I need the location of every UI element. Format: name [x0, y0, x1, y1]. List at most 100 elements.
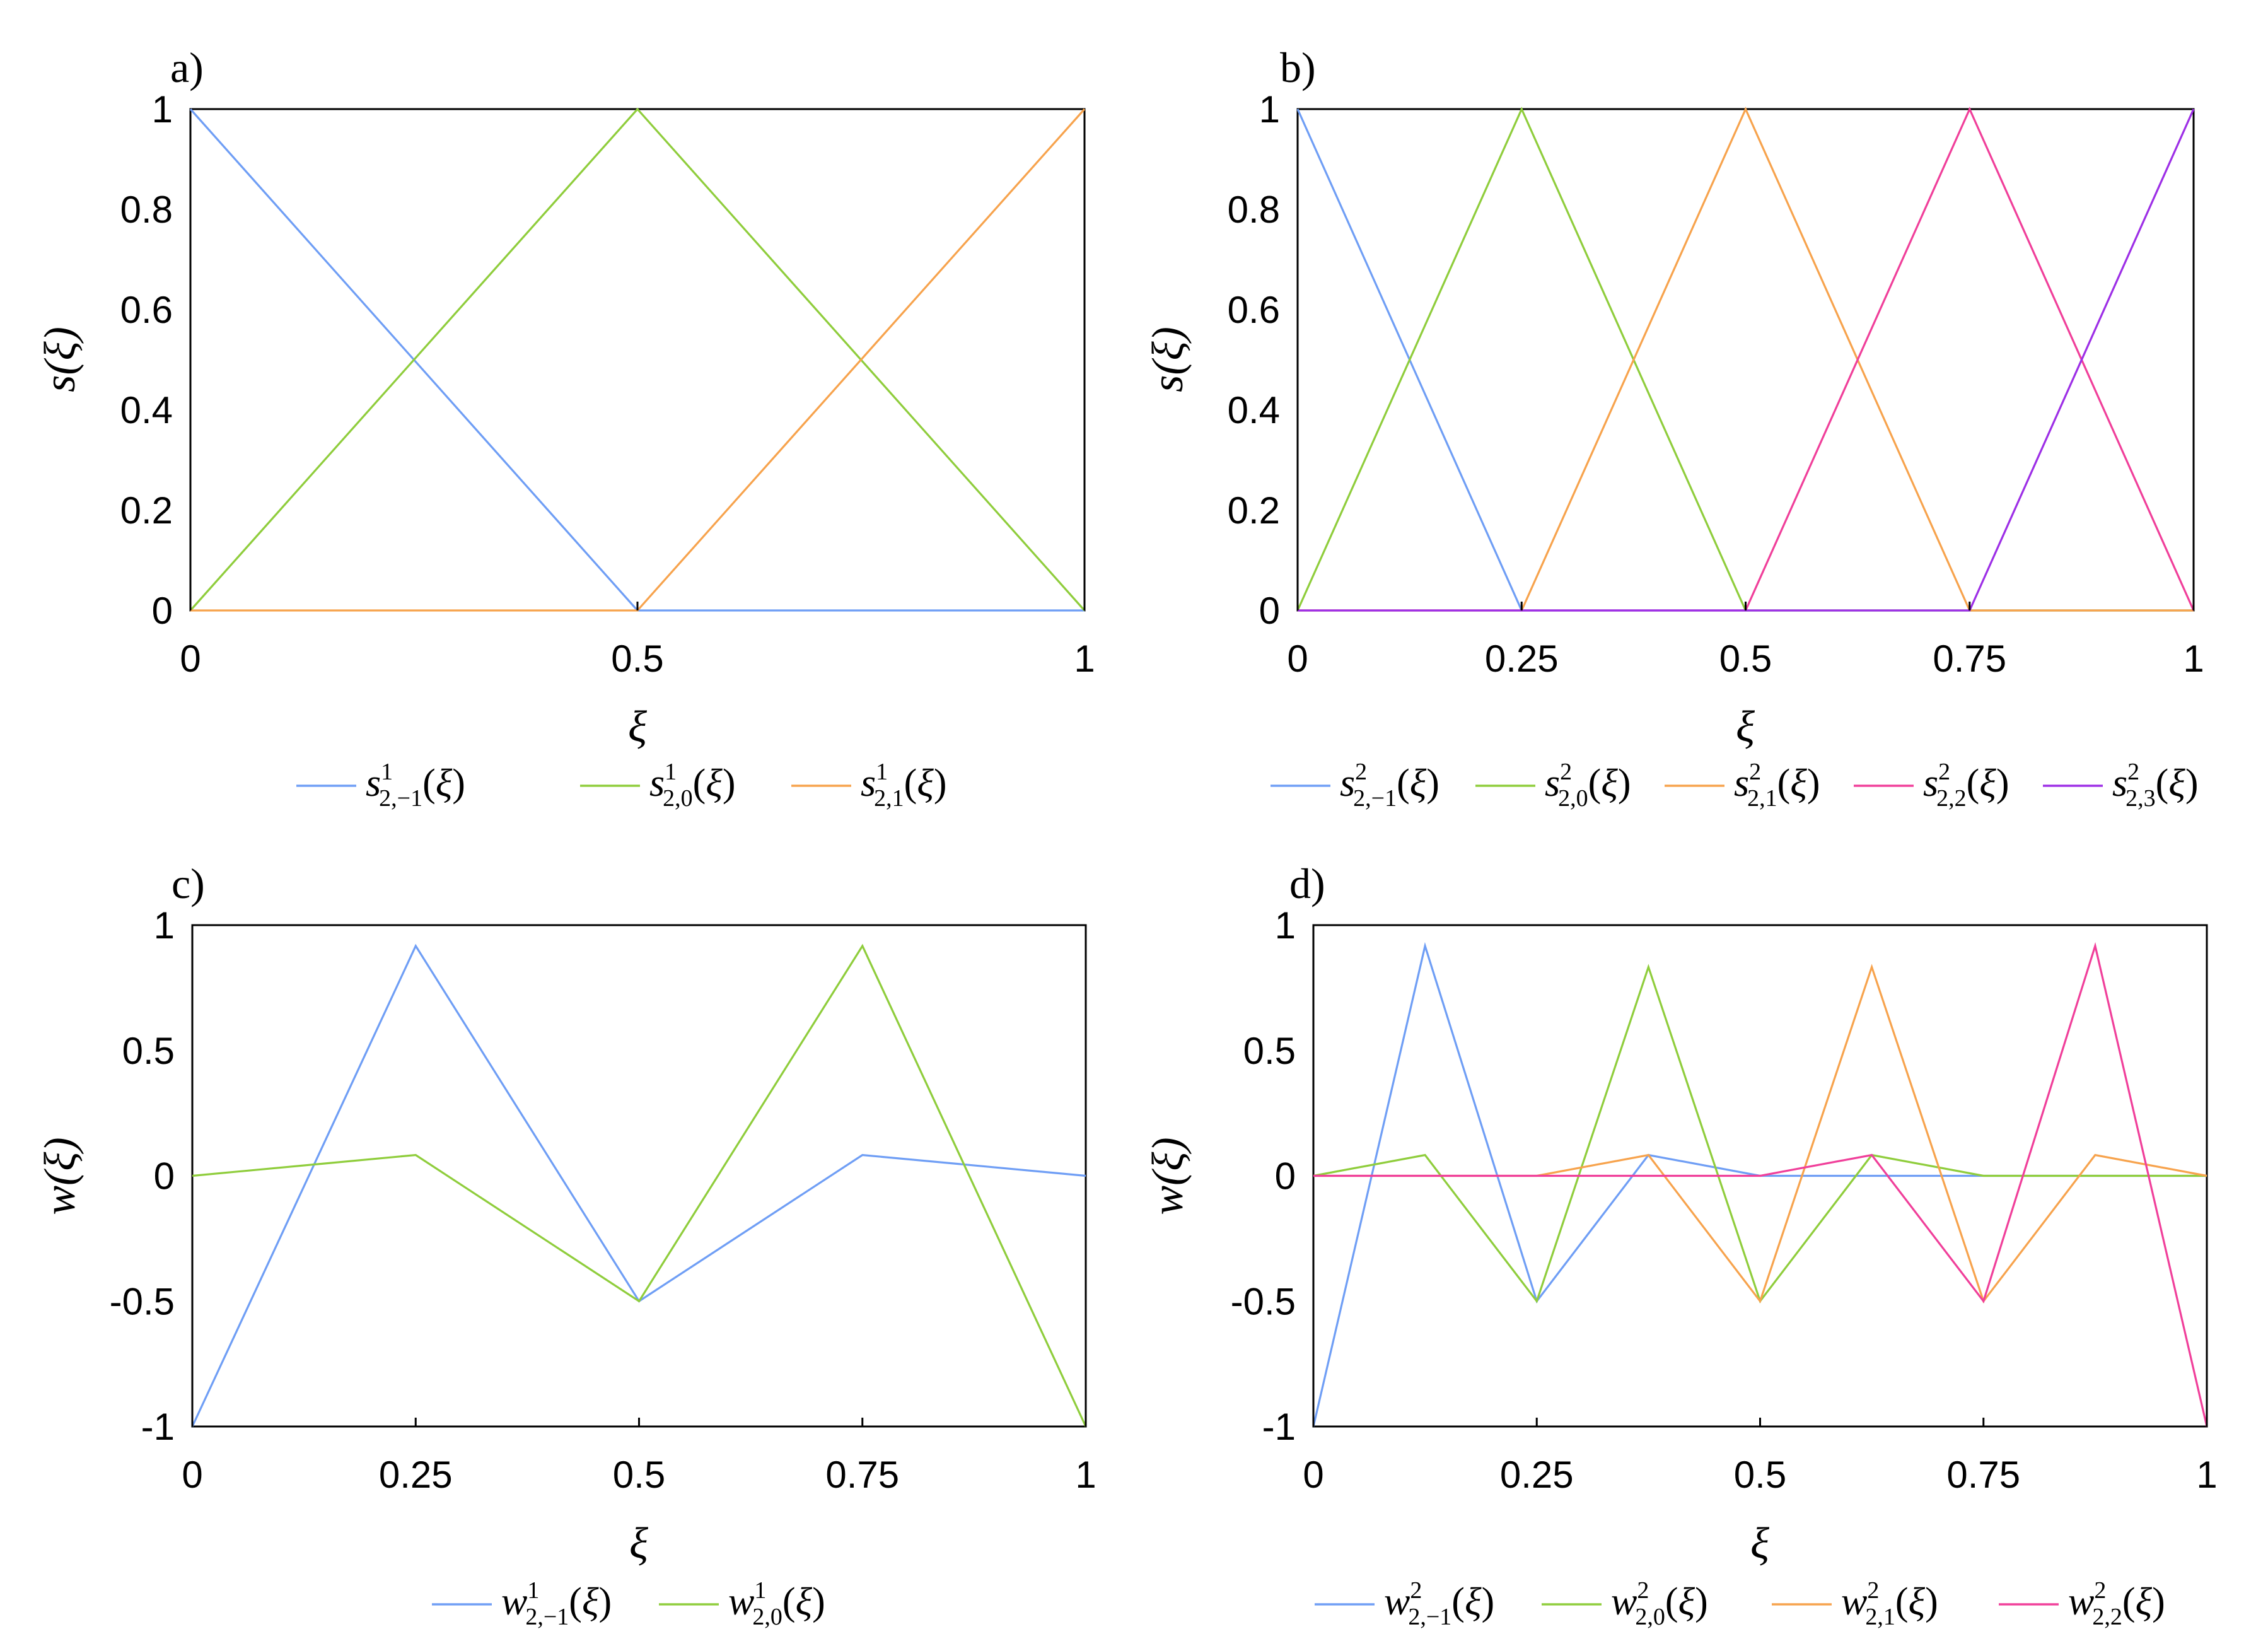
series-line-0 [1312, 942, 2207, 1427]
y-tick-label: 0.4 [1228, 389, 1280, 431]
series-line-0 [1296, 108, 2194, 612]
y-tick-label: 0.4 [120, 389, 173, 431]
plot-frame [189, 108, 1086, 612]
legend-item: w1 2,0(ξ) [659, 1577, 825, 1630]
x-tick-label: 1 [2183, 638, 2204, 680]
legend-label: w2 2,−1(ξ) [1384, 1577, 1494, 1630]
legend-item: s1 2,0(ξ) [580, 759, 736, 812]
legend-item: w2 2,−1(ξ) [1315, 1577, 1494, 1630]
x-tick-label: 0.5 [613, 1454, 665, 1496]
panel-letter: d) [1289, 860, 1325, 907]
legend: w1 2,−1(ξ) w1 2,0(ξ) [432, 1577, 825, 1630]
y-tick-label: 0 [1275, 1155, 1296, 1198]
y-axis-label: s(ξ) [36, 327, 84, 392]
series-line-3 [1313, 942, 2208, 1427]
legend-label: s2 2,2(ξ) [1923, 759, 2009, 812]
y-tick-label: 0.5 [122, 1030, 175, 1072]
y-tick-label: 0.2 [120, 489, 173, 532]
legend-label: w2 2,1(ξ) [1841, 1577, 1938, 1630]
x-tick-label: 0.5 [611, 638, 663, 680]
series-line-1 [1313, 964, 2207, 1304]
legend-label: w2 2,2(ξ) [2068, 1577, 2165, 1630]
panel-letter: b) [1280, 44, 1316, 91]
legend-item: s2 2,3(ξ) [2043, 759, 2199, 812]
x-tick-label: 0.75 [1946, 1454, 2020, 1496]
legend-label: s1 2,0(ξ) [649, 759, 736, 812]
chart-panel-a: a) 0 0.5 1 0 0.2 0.4 0.6 0.8 1 ξ s(ξ) s1 2,−1(ξ) s1 2,0… [36, 44, 1095, 812]
legend-label: w1 2,0(ξ) [728, 1577, 825, 1630]
legend-label: w1 2,−1(ξ) [501, 1577, 612, 1630]
legend-item: w2 2,1(ξ) [1772, 1577, 1938, 1630]
x-tick-label: 0 [182, 1454, 202, 1496]
series-line-2 [1298, 107, 2194, 612]
y-tick-label: 1 [154, 904, 175, 947]
x-tick-label: 0.25 [379, 1454, 453, 1496]
x-tick-label: 0.25 [1485, 638, 1559, 680]
y-tick-label: -1 [1262, 1406, 1296, 1448]
x-tick-label: 1 [2196, 1454, 2217, 1496]
y-tick-label: -0.5 [1231, 1280, 1296, 1322]
x-tick-label: 0.25 [1500, 1454, 1574, 1496]
x-axis-label: ξ [1736, 703, 1755, 751]
legend-label: s1 2,−1(ξ) [366, 759, 465, 812]
y-tick-label: 0.8 [120, 189, 173, 231]
x-tick-label: 0.5 [1719, 638, 1772, 680]
series-line-2 [1313, 964, 2207, 1304]
x-axis-label: ξ [1750, 1519, 1769, 1568]
legend-item: w2 2,2(ξ) [1999, 1577, 2165, 1630]
y-axis-label: s(ξ) [1144, 327, 1192, 392]
legend-item: s2 2,2(ξ) [1854, 759, 2009, 812]
legend-label: s1 2,1(ξ) [861, 759, 947, 812]
y-tick-label: 0.6 [1228, 289, 1280, 331]
x-tick-label: 0 [1303, 1454, 1323, 1496]
legend-item: s2 2,0(ξ) [1475, 759, 1631, 812]
x-tick-label: 0.75 [825, 1454, 899, 1496]
y-tick-label: 0 [152, 590, 173, 632]
legend-item: w2 2,0(ξ) [1542, 1577, 1708, 1630]
x-tick-label: 0.75 [1933, 638, 2006, 680]
series-line-1 [189, 107, 1086, 612]
legend-item: s2 2,1(ξ) [1665, 759, 1820, 812]
y-tick-label: 0.8 [1228, 189, 1280, 231]
y-axis-label: w(ξ) [36, 1137, 84, 1215]
y-tick-label: 0 [154, 1155, 175, 1198]
series-line-0 [191, 943, 1086, 1427]
series-line-1 [1296, 107, 2194, 612]
legend-label: w2 2,0(ξ) [1611, 1577, 1708, 1630]
y-tick-label: 1 [1275, 904, 1296, 947]
y-tick-label: 0.6 [120, 289, 173, 331]
panel-letter: a) [170, 44, 204, 91]
panel-letter: c) [172, 860, 205, 907]
y-tick-label: 1 [1259, 88, 1280, 131]
legend-item: s1 2,−1(ξ) [296, 759, 465, 812]
legend-item: s1 2,1(ξ) [791, 759, 947, 812]
y-tick-label: 0.5 [1243, 1030, 1296, 1072]
x-tick-label: 0 [180, 638, 201, 680]
series-line-1 [192, 943, 1087, 1427]
x-axis-label: ξ [629, 1519, 648, 1568]
chart-panel-b: b) 0 0.25 0.5 0.75 1 0 0.2 0.4 0.6 0.8 1 ξ s(ξ) s2 2,−1… [1144, 44, 2204, 812]
series-line-2 [190, 108, 1086, 612]
legend: s1 2,−1(ξ) s1 2,0(ξ) s1 2,1(ξ) [296, 759, 947, 812]
chart-panel-d: d) 0 0.25 0.5 0.75 1 -1 -0.5 0 0.5 1 ξ w(ξ) w2 2,−1(ξ)… [1144, 860, 2218, 1630]
y-tick-label: 1 [152, 88, 173, 131]
legend-label: s2 2,−1(ξ) [1340, 759, 1439, 812]
legend-label: s2 2,0(ξ) [1545, 759, 1631, 812]
x-axis-label: ξ [628, 703, 647, 751]
series-line-3 [1298, 107, 2195, 612]
legend-label: s2 2,1(ξ) [1734, 759, 1820, 812]
chart-panel-c: c) 0 0.25 0.5 0.75 1 -1 -0.5 0 0.5 1 ξ w(ξ) w1 2,−1(ξ)… [36, 860, 1096, 1630]
x-tick-label: 1 [1074, 638, 1095, 680]
legend: w2 2,−1(ξ) w2 2,0(ξ) w2 2,1(ξ) w2 2,2(ξ) [1315, 1577, 2165, 1630]
legend-label: s2 2,3(ξ) [2112, 759, 2199, 812]
x-tick-label: 1 [1075, 1454, 1096, 1496]
y-axis-label: w(ξ) [1144, 1137, 1192, 1215]
series-line-0 [189, 108, 1085, 612]
legend: s2 2,−1(ξ) s2 2,0(ξ) s2 2,1(ξ) s2 2,2(ξ) s2 2,3(ξ… [1271, 759, 2199, 812]
legend-item: w1 2,−1(ξ) [432, 1577, 612, 1630]
x-tick-label: 0.5 [1734, 1454, 1786, 1496]
plot-frame [1296, 108, 2195, 612]
y-tick-label: -0.5 [110, 1280, 175, 1322]
series-line-4 [1298, 108, 2195, 612]
